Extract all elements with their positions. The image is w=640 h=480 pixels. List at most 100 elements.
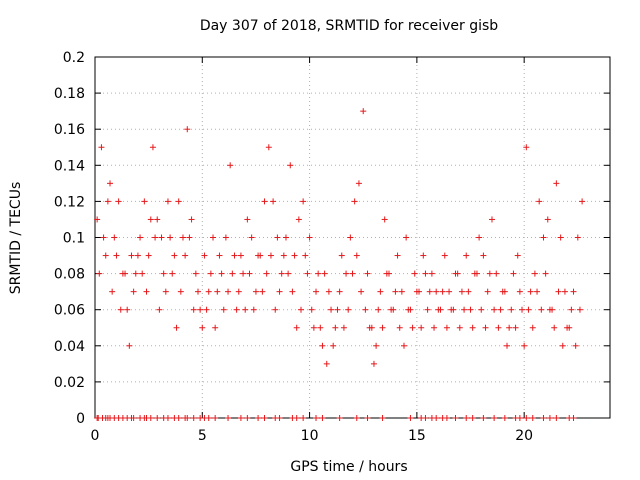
- data-point: [478, 306, 485, 313]
- data-point: [261, 415, 268, 421]
- data-point: [383, 270, 390, 277]
- data-point: [441, 252, 448, 259]
- data-point: [347, 234, 354, 241]
- data-point: [199, 324, 206, 331]
- data-point: [328, 306, 335, 313]
- data-point: [145, 252, 152, 259]
- data-point: [529, 324, 536, 331]
- data-point: [321, 270, 328, 277]
- data-point: [300, 415, 307, 421]
- y-tick-label: 0.14: [54, 158, 85, 174]
- data-point: [235, 288, 242, 295]
- data-point: [282, 234, 289, 241]
- data-point: [544, 216, 551, 223]
- y-tick-label: 0: [76, 411, 85, 427]
- data-point: [293, 415, 300, 421]
- data-point: [428, 270, 435, 277]
- data-point: [409, 324, 416, 331]
- data-point: [448, 306, 455, 313]
- data-points: [94, 108, 586, 421]
- data-point: [469, 324, 476, 331]
- data-point: [362, 306, 369, 313]
- data-point: [96, 270, 103, 277]
- data-point: [531, 270, 538, 277]
- data-point: [345, 306, 352, 313]
- data-point: [190, 415, 197, 421]
- data-point: [546, 306, 553, 313]
- data-point: [276, 288, 283, 295]
- data-point: [237, 415, 244, 421]
- data-point: [501, 415, 508, 421]
- data-point: [353, 415, 360, 421]
- data-point: [246, 270, 253, 277]
- data-point: [336, 288, 343, 295]
- data-point: [484, 288, 491, 295]
- data-point: [364, 270, 371, 277]
- data-point: [538, 306, 545, 313]
- data-point: [94, 216, 101, 223]
- data-point: [370, 360, 377, 367]
- data-point: [340, 324, 347, 331]
- data-point: [334, 306, 341, 313]
- data-point: [197, 306, 204, 313]
- data-point: [152, 234, 159, 241]
- data-point: [285, 270, 292, 277]
- data-point: [480, 252, 487, 259]
- data-point: [265, 144, 272, 151]
- data-point: [147, 415, 154, 421]
- data-point: [343, 270, 350, 277]
- data-point: [315, 270, 322, 277]
- data-point: [381, 216, 388, 223]
- data-point: [439, 288, 446, 295]
- data-point: [212, 415, 219, 421]
- data-point: [113, 252, 120, 259]
- data-point: [250, 306, 257, 313]
- data-point: [330, 342, 337, 349]
- data-point: [446, 288, 453, 295]
- data-point: [523, 415, 530, 421]
- axis-ticks: 0 0.02 0.04 0.06 0.08 0.1 0.12 0.14 0.16 0.18 0.2 0…: [54, 50, 610, 444]
- data-point: [137, 234, 144, 241]
- data-point: [182, 252, 189, 259]
- data-point: [514, 252, 521, 259]
- data-point: [579, 198, 586, 205]
- chart-title: Day 307 of 2018, SRMTID for receiver gis…: [200, 18, 498, 34]
- data-point: [332, 324, 339, 331]
- data-point: [216, 252, 223, 259]
- data-point: [398, 288, 405, 295]
- data-point: [465, 288, 472, 295]
- data-point: [443, 415, 450, 421]
- data-point: [240, 270, 247, 277]
- data-point: [574, 234, 581, 241]
- y-tick-label: 0.16: [54, 122, 85, 138]
- data-point: [443, 324, 450, 331]
- y-tick-label: 0.1: [63, 231, 85, 247]
- data-point: [188, 216, 195, 223]
- data-point: [553, 415, 560, 421]
- data-point: [308, 306, 315, 313]
- data-point: [143, 288, 150, 295]
- data-point: [364, 415, 371, 421]
- data-point: [525, 306, 532, 313]
- data-point: [293, 324, 300, 331]
- data-point: [291, 252, 298, 259]
- data-point: [177, 288, 184, 295]
- data-point: [169, 270, 176, 277]
- data-point: [319, 342, 326, 349]
- data-point: [407, 415, 414, 421]
- data-point: [104, 198, 111, 205]
- data-point: [491, 306, 498, 313]
- data-point: [218, 270, 225, 277]
- data-point: [231, 252, 238, 259]
- data-point: [379, 324, 386, 331]
- data-point: [244, 216, 251, 223]
- data-point: [536, 198, 543, 205]
- data-point: [355, 180, 362, 187]
- y-tick-label: 0.02: [54, 375, 85, 391]
- data-point: [551, 324, 558, 331]
- data-point: [184, 415, 191, 421]
- data-point: [504, 342, 510, 349]
- data-point: [261, 198, 268, 205]
- data-point: [497, 306, 504, 313]
